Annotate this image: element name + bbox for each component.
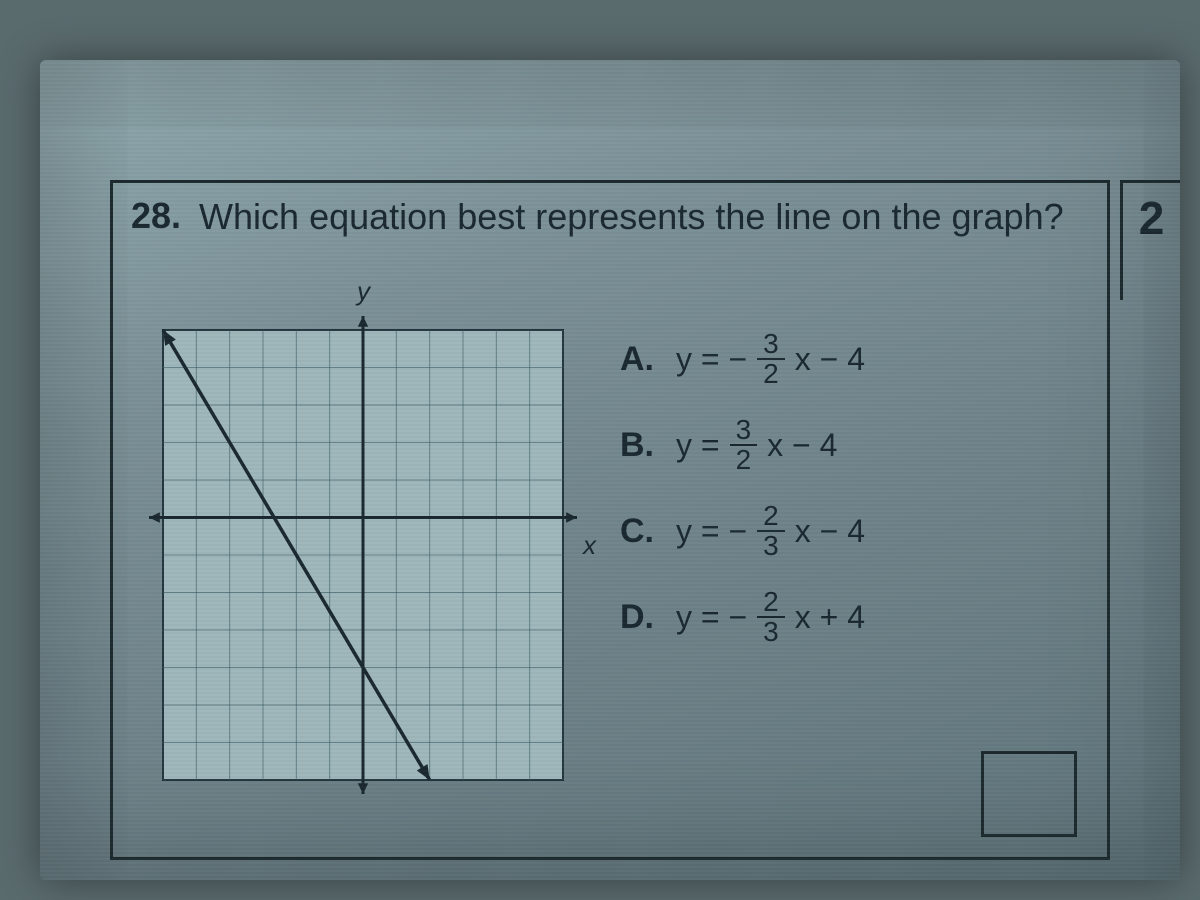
fraction-denominator: 2	[757, 360, 785, 388]
question-content: y x A. y = − 3 2 x − 4	[110, 300, 1110, 860]
choice-b[interactable]: B. y = 3 2 x − 4	[620, 416, 1087, 474]
fraction-numerator: 3	[757, 330, 785, 360]
coordinate-graph	[143, 310, 583, 800]
fraction-denominator: 3	[757, 618, 785, 646]
fraction: 2 3	[757, 588, 785, 646]
answer-input-box[interactable]	[981, 751, 1077, 837]
graph-pane: y x	[113, 300, 610, 857]
choice-letter: B.	[620, 426, 664, 465]
question-number: 28.	[131, 195, 181, 238]
fraction: 3 2	[757, 330, 785, 388]
choice-equation: y = − 3 2 x − 4	[676, 330, 865, 388]
question-box: 28. Which equation best represents the l…	[110, 180, 1110, 300]
question-text: Which equation best represents the line …	[199, 195, 1064, 238]
choice-d[interactable]: D. y = − 2 3 x + 4	[620, 588, 1087, 646]
eq-suffix: x − 4	[767, 427, 837, 464]
y-axis-label: y	[357, 276, 370, 307]
eq-suffix: x − 4	[795, 341, 865, 378]
photo-frame: 28. Which equation best represents the l…	[40, 60, 1180, 880]
fraction-numerator: 3	[730, 416, 758, 446]
fraction-denominator: 2	[730, 446, 758, 474]
adjacent-question-fragment: 2	[1120, 180, 1180, 300]
choice-a[interactable]: A. y = − 3 2 x − 4	[620, 330, 1087, 388]
eq-prefix: y = −	[676, 513, 747, 550]
fraction-numerator: 2	[757, 502, 785, 532]
eq-suffix: x − 4	[795, 513, 865, 550]
fraction-denominator: 3	[757, 532, 785, 560]
worksheet-paper: 28. Which equation best represents the l…	[40, 60, 1180, 880]
choice-letter: D.	[620, 598, 664, 637]
choice-equation: y = − 2 3 x − 4	[676, 502, 865, 560]
answer-choices: A. y = − 3 2 x − 4 B. y =	[610, 300, 1107, 857]
choice-letter: A.	[620, 340, 664, 379]
choice-c[interactable]: C. y = − 2 3 x − 4	[620, 502, 1087, 560]
fraction: 2 3	[757, 502, 785, 560]
fraction-numerator: 2	[757, 588, 785, 618]
eq-prefix: y = −	[676, 599, 747, 636]
eq-prefix: y =	[676, 427, 720, 464]
choice-equation: y = − 2 3 x + 4	[676, 588, 865, 646]
x-axis-label: x	[583, 530, 596, 561]
eq-prefix: y = −	[676, 341, 747, 378]
fraction: 3 2	[730, 416, 758, 474]
choice-equation: y = 3 2 x − 4	[676, 416, 837, 474]
choice-letter: C.	[620, 512, 664, 551]
eq-suffix: x + 4	[795, 599, 865, 636]
